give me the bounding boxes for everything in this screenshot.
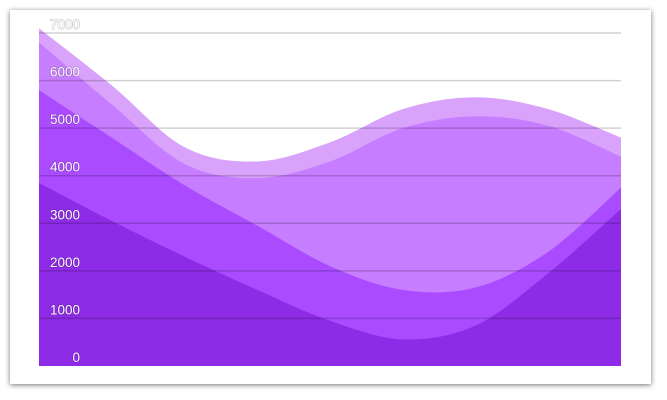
area-chart: 0 1000 2000 3000 4000 5000 6000 7000 — [39, 16, 621, 367]
y-tick-label: 5000 — [50, 112, 80, 127]
y-tick-label: 3000 — [50, 207, 80, 222]
chart-card: 0 1000 2000 3000 4000 5000 6000 7000 — [10, 10, 651, 384]
chart-gridlines — [39, 32, 621, 320]
y-axis-labels: 0 1000 2000 3000 4000 5000 6000 7000 — [49, 16, 80, 365]
chart-areas — [39, 28, 621, 367]
y-tick-label: 0 — [72, 350, 80, 365]
y-tick-label: 2000 — [50, 255, 80, 270]
area-series-4 — [39, 182, 621, 366]
y-tick-label: 7000 — [50, 17, 80, 32]
y-tick-label: 6000 — [50, 65, 80, 80]
y-tick-label: 4000 — [50, 160, 80, 175]
y-tick-label: 1000 — [50, 302, 80, 317]
